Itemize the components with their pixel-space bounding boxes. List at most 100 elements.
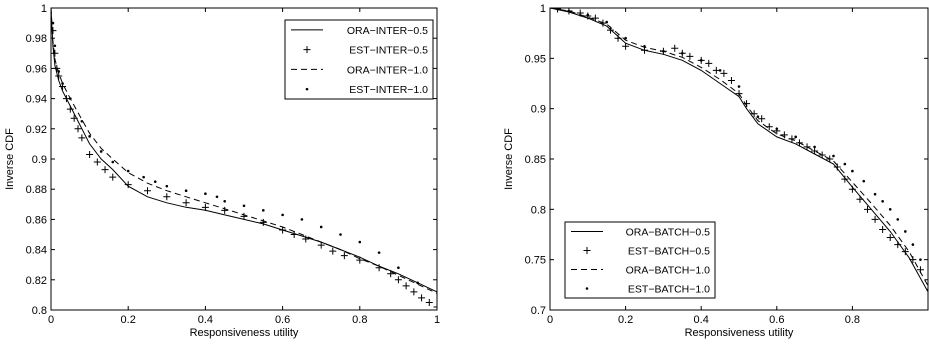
series-point-dot — [154, 180, 157, 183]
series-point-dot — [776, 128, 779, 131]
series-point-dot — [832, 155, 835, 158]
series-point-plus — [641, 47, 648, 54]
y-tick-label: 0.75 — [525, 255, 546, 267]
series-point-dot — [813, 146, 816, 149]
series-point-plus — [78, 134, 85, 141]
x-tick-label: 1 — [434, 314, 440, 326]
series-point-plus — [418, 294, 425, 301]
y-tick-label: 0.82 — [26, 275, 47, 287]
series-point-plus — [410, 288, 417, 295]
series-point-dot — [100, 150, 103, 153]
series-point-plus — [615, 35, 622, 42]
series-point-plus — [811, 147, 818, 154]
series-point-plus — [713, 67, 720, 74]
series-point-plus — [804, 143, 811, 150]
series-point-dot — [166, 185, 169, 188]
series-point-dot — [397, 266, 400, 269]
series-point-plus — [329, 248, 336, 255]
series-point-plus — [434, 303, 441, 310]
series-point-dot — [643, 45, 646, 48]
series-point-plus — [86, 151, 93, 158]
x-tick-label: 0.4 — [198, 314, 213, 326]
legend-label: EST−INTER−1.0 — [349, 84, 428, 96]
series-point-plus — [341, 252, 348, 259]
series-point-plus — [781, 131, 788, 138]
y-axis-label: Inverse CDF — [4, 128, 16, 190]
series-point-dot — [52, 22, 55, 25]
series-point-dot — [719, 69, 722, 72]
series-point-dot — [662, 50, 665, 53]
x-tick-label: 0.8 — [845, 314, 860, 326]
series-point-dot — [889, 208, 892, 211]
series-point-dot — [54, 44, 57, 47]
y-tick-label: 0.8 — [531, 204, 546, 216]
series-point-dot — [874, 193, 877, 196]
legend-key-dot — [586, 287, 589, 290]
series-point-plus — [183, 199, 190, 206]
series-point-dot — [262, 209, 265, 212]
series-point-dot — [69, 97, 72, 100]
y-tick-label: 0.85 — [525, 154, 546, 166]
series-point-plus — [221, 207, 228, 214]
y-tick-label: 0.8 — [32, 305, 47, 317]
y-tick-label: 0.96 — [26, 63, 47, 75]
series-point-plus — [395, 276, 402, 283]
series-point-dot — [587, 14, 590, 17]
series-point-plus — [426, 299, 433, 306]
series-point-dot — [301, 218, 304, 221]
series-point-dot — [359, 241, 362, 244]
series-point-plus — [894, 241, 901, 248]
x-tick-label: 0.2 — [618, 314, 633, 326]
series-point-dot — [919, 258, 922, 261]
series-point-dot — [61, 82, 64, 85]
series-point-dot — [281, 214, 284, 217]
y-axis-label: Inverse CDF — [503, 128, 515, 190]
series-point-plus — [671, 45, 678, 52]
series-point-dot — [738, 85, 741, 88]
series-point-dot — [862, 180, 865, 183]
series-point-dot — [127, 170, 130, 173]
series-point-dot — [320, 226, 323, 229]
x-tick-label: 0.6 — [275, 314, 290, 326]
series-point-dot — [57, 70, 60, 73]
series-point-dot — [700, 59, 703, 62]
y-tick-label: 0.88 — [26, 184, 47, 196]
series-point-plus — [856, 196, 863, 203]
legend-label: ORA−INTER−0.5 — [347, 25, 428, 37]
series-point-dot — [681, 52, 684, 55]
series-point-dot — [243, 205, 246, 208]
series-point-dot — [416, 282, 419, 285]
x-tick-label: 0 — [547, 314, 553, 326]
y-tick-label: 1 — [41, 3, 47, 15]
series-point-dot — [216, 195, 219, 198]
legend-key-dot — [306, 88, 309, 91]
series-point-plus — [728, 77, 735, 84]
legend-label: ORA−BATCH−0.5 — [626, 227, 711, 239]
series-point-dot — [111, 161, 114, 164]
legend-label: EST−INTER−0.5 — [349, 45, 428, 57]
series-point-plus — [51, 50, 58, 57]
legend-label: ORA−BATCH−1.0 — [626, 265, 711, 277]
series-point-dot — [204, 192, 207, 195]
series-point-dot — [881, 200, 884, 203]
series-point-dot — [844, 163, 847, 166]
series-point-dot — [851, 170, 854, 173]
series-point-plus — [403, 282, 410, 289]
series-point-plus — [144, 187, 151, 194]
series-point-plus — [102, 166, 109, 173]
y-tick-label: 0.86 — [26, 214, 47, 226]
series-point-dot — [896, 218, 899, 221]
series-point-dot — [81, 120, 84, 123]
legend-label: EST−BATCH−1.0 — [628, 284, 710, 296]
series-point-plus — [94, 159, 101, 166]
x-tick-label: 0.6 — [769, 314, 784, 326]
series-point-plus — [71, 115, 78, 122]
series-point-plus — [109, 174, 116, 181]
y-tick-label: 0.94 — [26, 94, 47, 106]
series-point-dot — [556, 8, 559, 11]
series-point-plus — [819, 151, 826, 158]
